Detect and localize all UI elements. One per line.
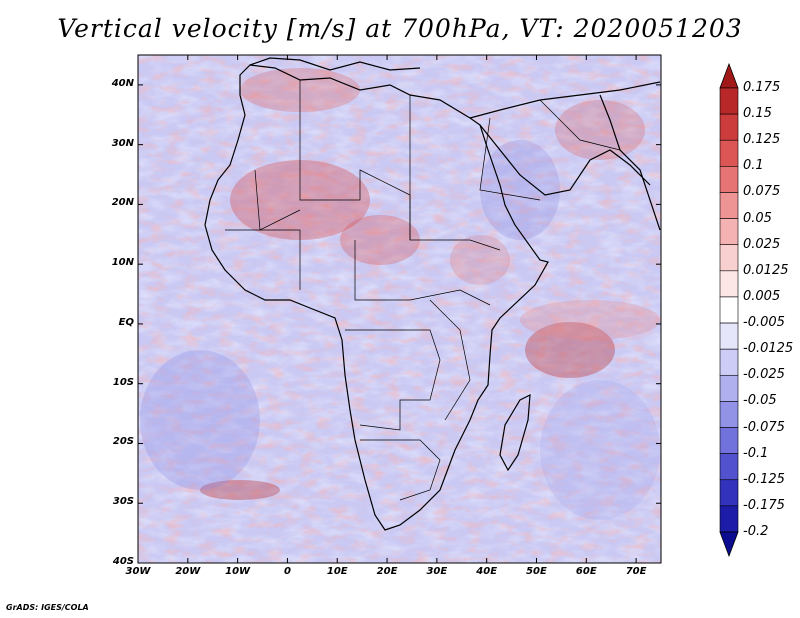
colorbar-bin [719, 192, 739, 219]
lat-tick-label: 10N [111, 257, 134, 269]
map-frame [137, 54, 662, 564]
lon-tick-label: 20W [175, 566, 201, 577]
colorbar-label: -0.2 [743, 524, 769, 539]
lon-tick-label: 0 [283, 566, 291, 577]
colorbar-label: 0.1 [743, 158, 764, 174]
lon-tick-label: 20E [376, 566, 398, 577]
colorbar-label: 0.05 [743, 210, 772, 226]
colorbar-min-arrow [719, 531, 739, 558]
colorbar-label: -0.0125 [743, 341, 794, 357]
colorbar-label: 0.0125 [743, 262, 789, 278]
madagascar-coastline [499, 393, 531, 472]
lon-tick-label: 70E [625, 566, 647, 577]
lat-tick-label: 40N [111, 77, 134, 89]
colorbar-bin [719, 322, 739, 350]
colorbar-label: 0.005 [743, 288, 781, 304]
colorbar-bin [719, 427, 739, 454]
lon-tick-label: 50E [526, 566, 547, 577]
colorbar-label: -0.075 [743, 419, 785, 435]
lon-tick-label: 30E [426, 566, 448, 577]
colorbar-label: -0.005 [743, 315, 785, 331]
colorbar-bin [719, 374, 739, 402]
colorbar-bin [719, 401, 739, 428]
colorbar-bin [719, 479, 739, 507]
colorbar-bin [719, 348, 739, 376]
lon-tick-label: 10W [225, 566, 251, 577]
colorbar-bin [719, 505, 739, 533]
colorbar-label: 0.15 [743, 106, 772, 122]
lat-tick-label: EQ [118, 316, 134, 328]
axis-ticks [137, 55, 661, 564]
colorbar-label: 0.075 [743, 184, 781, 200]
asia-coastline [469, 81, 661, 119]
lon-tick-label: 30W [125, 566, 151, 577]
grads-credit: GrADS: IGES/COLA [6, 603, 89, 612]
europe-coastline [249, 57, 421, 71]
lat-tick-label: 40S [112, 556, 134, 567]
lon-tick-label: 60E [575, 566, 597, 577]
lon-tick-label: 40E [476, 566, 498, 577]
lat-tick-label: 20S [112, 436, 134, 448]
colorbar-bin [719, 244, 739, 272]
arabia-coastline [479, 124, 651, 196]
colorbar-bin [719, 87, 739, 115]
colorbar-bin [719, 166, 739, 193]
velocity-field [138, 55, 661, 563]
colorbar-bin [719, 218, 739, 246]
lat-tick-label: 30S [112, 496, 134, 508]
lat-tick-label: 10S [112, 376, 134, 388]
country-borders [225, 80, 621, 501]
colorbar-bin [719, 296, 739, 324]
colorbar-label: -0.175 [743, 497, 785, 513]
colorbar-bin [719, 270, 739, 298]
colorbar-bin [719, 113, 739, 141]
colorbar-bin [719, 139, 739, 167]
africa-coastline [204, 64, 549, 531]
chart-title: Vertical velocity [m/s] at 700hPa, VT: 2… [57, 14, 743, 43]
colorbar-label: 0.175 [743, 80, 781, 95]
lat-tick-label: 30N [111, 137, 134, 149]
colorbar-label: 0.125 [743, 132, 781, 148]
colorbar-label: 0.025 [743, 236, 781, 252]
colorbar-label: -0.05 [743, 393, 777, 409]
colorbar-label: -0.125 [743, 471, 785, 487]
lon-tick-label: 10E [326, 566, 348, 577]
colorbar [719, 62, 739, 558]
colorbar-max-arrow [719, 62, 739, 89]
colorbar-label: -0.025 [743, 367, 785, 383]
colorbar-label: -0.1 [743, 445, 769, 461]
lat-tick-label: 20N [111, 197, 134, 209]
colorbar-bin [719, 453, 739, 481]
